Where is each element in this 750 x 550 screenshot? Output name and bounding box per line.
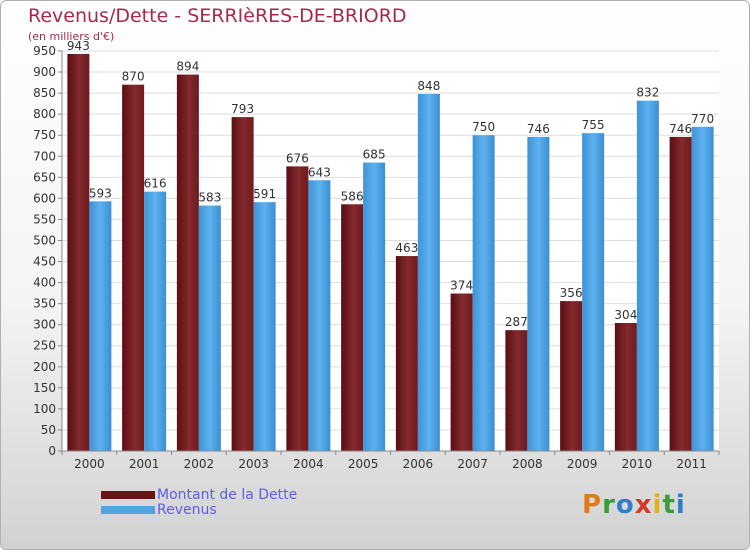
y-tick-label: 350 xyxy=(33,297,56,311)
x-tick-label: 2004 xyxy=(293,457,324,471)
bar-revenus-2010 xyxy=(636,100,659,452)
legend-swatch-revenus xyxy=(101,505,155,514)
x-tick-label: 2008 xyxy=(512,457,543,471)
bar-revenus-2009 xyxy=(582,133,605,451)
data-label-dette: 793 xyxy=(231,102,254,116)
chart-subtitle: (en milliers d'€) xyxy=(28,30,115,43)
bar-revenus-2002 xyxy=(198,205,221,451)
y-tick-label: 400 xyxy=(33,276,56,290)
bar-dette-2003 xyxy=(231,117,254,452)
data-label-revenus: 746 xyxy=(527,122,550,136)
legend-swatch-debt xyxy=(101,490,155,499)
bar-dette-2007 xyxy=(450,293,473,451)
x-tick-label: 2000 xyxy=(74,457,105,471)
data-label-revenus: 848 xyxy=(417,79,440,93)
chart-title: Revenus/Dette - SERRIèRES-DE-BRIORD xyxy=(28,5,407,27)
data-label-revenus: 643 xyxy=(308,165,331,179)
data-label-revenus: 583 xyxy=(198,191,221,205)
y-tick-label: 500 xyxy=(33,233,56,247)
y-tick-label: 850 xyxy=(33,86,56,100)
y-tick-label: 250 xyxy=(33,339,56,353)
data-label-revenus: 616 xyxy=(144,177,167,191)
bar-dette-2004 xyxy=(286,166,309,452)
y-tick-label: 50 xyxy=(41,423,56,437)
y-tick-label: 300 xyxy=(33,318,56,332)
x-tick-label: 2011 xyxy=(676,457,707,471)
data-label-revenus: 832 xyxy=(636,86,659,100)
bar-revenus-2003 xyxy=(253,202,276,451)
data-label-revenus: 755 xyxy=(582,118,605,132)
data-label-dette: 746 xyxy=(669,122,692,136)
bar-dette-2006 xyxy=(395,256,418,451)
y-tick-label: 200 xyxy=(33,360,56,374)
proxiti-logo: Proxiti xyxy=(582,490,686,520)
bar-dette-2000 xyxy=(67,53,90,452)
y-tick-label: 800 xyxy=(33,107,56,121)
legend-item-revenus: Revenus xyxy=(101,501,297,518)
y-tick-label: 750 xyxy=(33,128,56,142)
y-tick-label: 0 xyxy=(48,444,56,458)
bar-dette-2008 xyxy=(505,330,528,451)
y-tick-label: 100 xyxy=(33,402,56,416)
y-tick-label: 600 xyxy=(33,191,56,205)
y-tick-label: 900 xyxy=(33,65,56,79)
x-tick-label: 2002 xyxy=(184,457,215,471)
bar-revenus-2007 xyxy=(472,135,495,452)
y-tick-label: 700 xyxy=(33,149,56,163)
bar-revenus-2004 xyxy=(308,180,331,451)
bar-dette-2002 xyxy=(176,74,199,451)
data-label-dette: 943 xyxy=(67,39,90,53)
y-tick-label: 950 xyxy=(33,44,56,58)
y-tick-label: 650 xyxy=(33,170,56,184)
data-label-dette: 870 xyxy=(122,70,145,84)
data-label-dette: 676 xyxy=(286,151,309,165)
y-tick-label: 450 xyxy=(33,255,56,269)
data-label-revenus: 591 xyxy=(253,187,276,201)
bar-revenus-2001 xyxy=(144,191,167,451)
x-tick-label: 2009 xyxy=(567,457,598,471)
y-tick-label: 550 xyxy=(33,212,56,226)
x-tick-label: 2003 xyxy=(238,457,269,471)
x-tick-label: 2001 xyxy=(129,457,160,471)
legend-label-revenus: Revenus xyxy=(157,501,217,518)
x-tick-label: 2006 xyxy=(403,457,434,471)
data-label-dette: 304 xyxy=(614,308,637,322)
bar-dette-2010 xyxy=(614,323,637,451)
plot-area xyxy=(62,51,719,451)
legend-item-debt: Montant de la Dette xyxy=(101,486,298,503)
bar-revenus-2008 xyxy=(527,136,550,452)
bar-revenus-2011 xyxy=(691,126,714,451)
data-label-dette: 374 xyxy=(450,279,473,293)
chart-legend: Montant de la Dette Revenus xyxy=(101,486,298,518)
data-label-revenus: 750 xyxy=(472,120,495,134)
bar-revenus-2000 xyxy=(89,201,112,451)
data-label-revenus: 685 xyxy=(363,148,386,162)
bar-revenus-2005 xyxy=(363,162,386,451)
legend-label-debt: Montant de la Dette xyxy=(157,486,298,503)
y-tick-label: 150 xyxy=(33,381,56,395)
x-tick-label: 2007 xyxy=(457,457,488,471)
data-label-revenus: 593 xyxy=(89,186,112,200)
x-tick-label: 2010 xyxy=(622,457,653,471)
data-label-dette: 463 xyxy=(395,241,418,255)
data-label-dette: 586 xyxy=(341,189,364,203)
bar-revenus-2006 xyxy=(417,93,440,452)
bar-dette-2005 xyxy=(341,204,364,451)
x-tick-label: 2005 xyxy=(348,457,379,471)
bar-dette-2001 xyxy=(122,84,145,452)
data-label-dette: 894 xyxy=(176,60,199,74)
data-label-revenus: 770 xyxy=(691,112,714,126)
bar-dette-2009 xyxy=(560,301,583,451)
data-label-dette: 356 xyxy=(560,286,583,300)
bar-dette-2011 xyxy=(669,136,692,452)
data-label-dette: 287 xyxy=(505,315,528,329)
